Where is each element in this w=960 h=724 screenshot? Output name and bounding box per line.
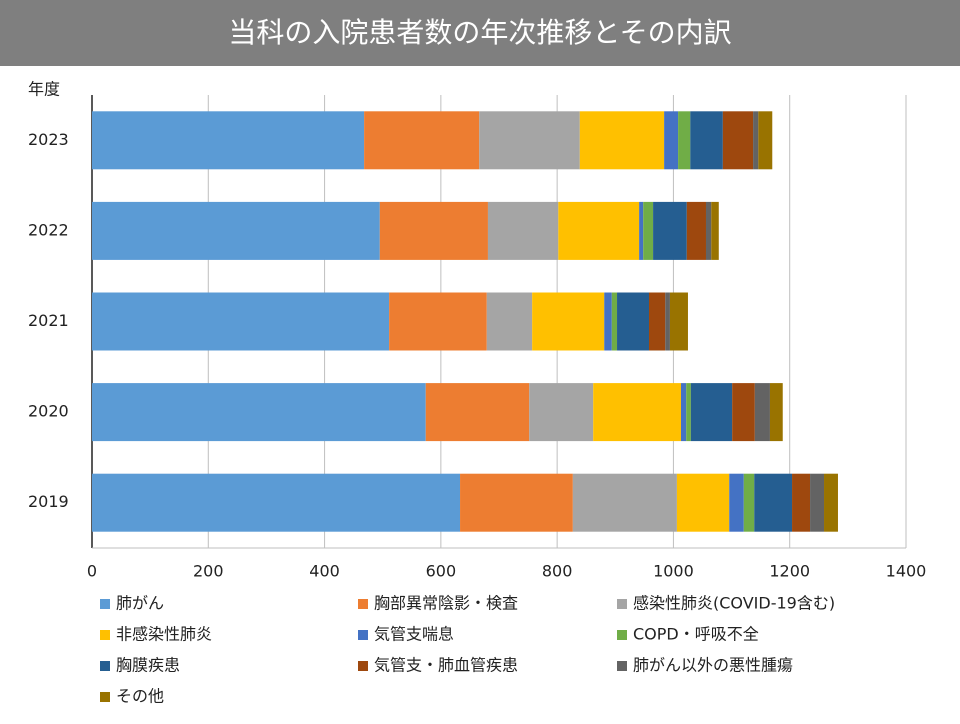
- legend-swatch: [358, 630, 368, 640]
- bar-segment: [686, 383, 691, 442]
- legend-swatch: [358, 599, 368, 609]
- bar-segment: [732, 383, 755, 442]
- x-tick-label: 800: [542, 562, 573, 581]
- bar-segment: [92, 292, 390, 351]
- bar-segment: [486, 292, 533, 351]
- x-tick-label: 200: [193, 562, 224, 581]
- bar-segment: [364, 111, 480, 170]
- bar-segment: [676, 473, 730, 532]
- bar-segment: [529, 383, 594, 442]
- x-tick-label: 1200: [769, 562, 810, 581]
- x-tick-label: 1400: [886, 562, 927, 581]
- bar-segment: [604, 292, 612, 351]
- bar-segment: [379, 201, 488, 260]
- x-tick-label: 1000: [653, 562, 694, 581]
- legend-label: 肺がん: [116, 594, 164, 613]
- bar-segment: [690, 111, 723, 170]
- bar-segment: [690, 383, 733, 442]
- bar-segment: [617, 292, 650, 351]
- bar-segment: [643, 201, 654, 260]
- bar-segment: [579, 111, 665, 170]
- bar-segment: [593, 383, 681, 442]
- y-tick-label: 2022: [28, 220, 69, 239]
- legend-swatch: [617, 630, 627, 640]
- legend-label: その他: [116, 687, 164, 706]
- bar-segment: [680, 383, 687, 442]
- bar-segment: [810, 473, 825, 532]
- bar-segment: [722, 111, 754, 170]
- bar-segment: [649, 292, 666, 351]
- bar-segment: [824, 473, 838, 532]
- bar-segment: [92, 473, 461, 532]
- bar-segment: [479, 111, 580, 170]
- legend-label: 肺がん以外の悪性腫瘍: [633, 656, 793, 675]
- bar-segment: [729, 473, 744, 532]
- legend-swatch: [100, 630, 110, 640]
- x-tick-label: 0: [87, 562, 97, 581]
- x-tick-label: 600: [426, 562, 457, 581]
- bar-segment: [558, 201, 640, 260]
- bar-segment: [754, 383, 770, 442]
- bar-segment: [611, 292, 618, 351]
- legend-swatch: [617, 599, 627, 609]
- bar-segment: [653, 201, 687, 260]
- chart-title: 当科の入院患者数の年次推移とその内訳: [228, 16, 731, 49]
- x-tick-label: 400: [309, 562, 340, 581]
- bar-segment: [669, 292, 688, 351]
- bar-segment: [92, 111, 365, 170]
- legend-label: 気管支喘息: [374, 625, 454, 644]
- bar-segment: [753, 111, 759, 170]
- legend-swatch: [100, 692, 110, 702]
- bar-segment: [665, 292, 670, 351]
- bar-segment: [743, 473, 755, 532]
- bar-segment: [92, 383, 426, 442]
- bar-segment: [572, 473, 677, 532]
- bar-segment: [705, 201, 712, 260]
- bar-segment: [664, 111, 679, 170]
- legend-label: 胸膜疾患: [116, 656, 180, 675]
- bar-segment: [758, 111, 773, 170]
- y-tick-label: 2020: [28, 402, 69, 421]
- legend-label: 胸部異常陰影・検査: [374, 594, 518, 613]
- bar-segment: [389, 292, 487, 351]
- bar-segment: [92, 201, 380, 260]
- bar-segment: [487, 201, 559, 260]
- bar-segment: [754, 473, 793, 532]
- legend-label: 感染性肺炎(COVID-19含む): [633, 594, 835, 613]
- bar-segment: [460, 473, 573, 532]
- legend-swatch: [100, 661, 110, 671]
- legend-label: 非感染性肺炎: [116, 625, 212, 644]
- legend-label: 気管支・肺血管疾患: [374, 656, 518, 675]
- bar-segment: [425, 383, 530, 442]
- bar-segment: [769, 383, 783, 442]
- bar-segment: [792, 473, 811, 532]
- legend-label: COPD・呼吸不全: [633, 625, 759, 644]
- legend-swatch: [358, 661, 368, 671]
- bar-segment: [686, 201, 706, 260]
- y-tick-label: 2019: [28, 492, 69, 511]
- y-tick-label: 2021: [28, 311, 69, 330]
- legend-swatch: [617, 661, 627, 671]
- y-axis-label: 年度: [28, 80, 60, 99]
- y-tick-label: 2023: [28, 130, 69, 149]
- bar-segment: [711, 201, 719, 260]
- legend-swatch: [100, 599, 110, 609]
- title-banner: [0, 0, 960, 66]
- bar-segment: [639, 201, 644, 260]
- bar-segment: [532, 292, 605, 351]
- bar-segment: [678, 111, 691, 170]
